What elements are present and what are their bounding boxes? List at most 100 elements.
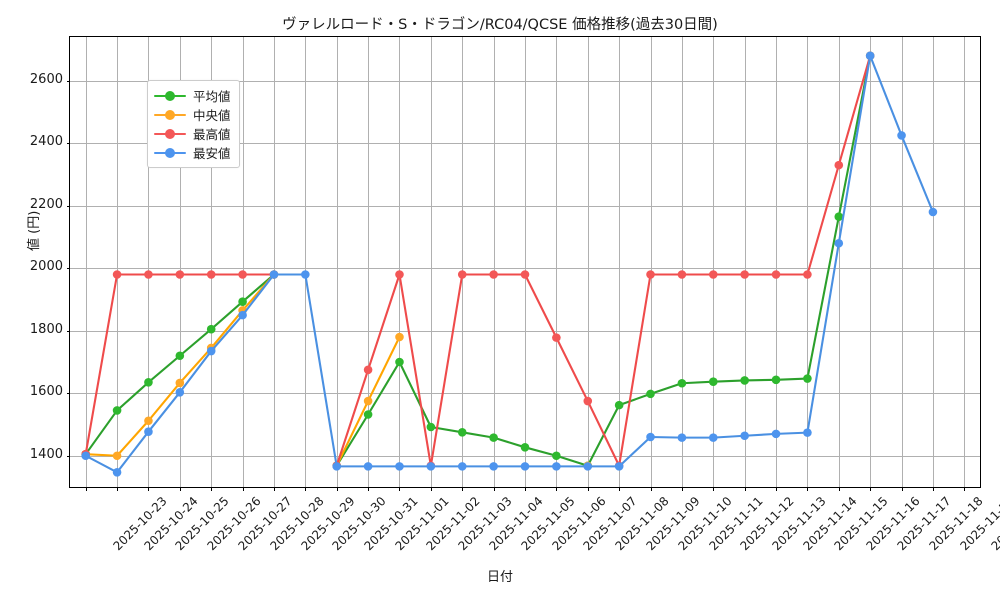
data-point: [457, 270, 467, 279]
data-point: [395, 357, 404, 367]
x-tick-mark: [776, 487, 778, 491]
gridline-vertical: [117, 37, 119, 487]
series-中央値: [81, 270, 593, 471]
x-tick-mark: [462, 487, 464, 491]
legend-label: 最高値: [193, 127, 231, 142]
x-axis-label: 日付: [486, 570, 513, 585]
data-point: [363, 462, 373, 471]
y-tick-mark: [66, 143, 70, 145]
data-point: [238, 297, 247, 306]
data-point: [112, 451, 122, 461]
data-point: [677, 270, 687, 279]
x-tick-mark: [713, 487, 715, 491]
data-point: [552, 333, 561, 342]
data-point: [677, 378, 687, 388]
data-point: [928, 207, 938, 217]
data-point: [395, 332, 404, 342]
data-point: [771, 375, 781, 385]
legend-item-1[interactable]: 中央値: [154, 105, 231, 124]
gridline-vertical: [273, 37, 275, 487]
x-tick-mark: [587, 487, 589, 491]
x-tick-mark: [650, 487, 652, 491]
y-tick-mark: [66, 455, 70, 457]
data-point: [708, 377, 718, 386]
chart-title: ヴァレルロード・S・ドラゴン/RC04/QCSE 価格推移(過去30日間): [282, 17, 718, 33]
data-point: [206, 346, 216, 356]
data-point: [81, 451, 90, 461]
x-tick-mark: [619, 487, 621, 491]
gridline-vertical: [556, 37, 558, 487]
data-point: [144, 427, 153, 436]
series-line: [335, 54, 872, 467]
data-point: [206, 324, 216, 334]
data-point: [708, 270, 718, 279]
gridline-vertical: [587, 37, 589, 487]
x-tick-mark: [85, 487, 87, 491]
series-layer: [81, 51, 938, 477]
legend-swatch-icon: [154, 146, 186, 160]
data-point: [363, 410, 373, 419]
gridline-vertical: [493, 37, 495, 487]
legend-item-0[interactable]: 平均値: [154, 86, 231, 105]
y-tick-label: 2400: [29, 134, 63, 150]
legend-label: 中央値: [193, 108, 231, 123]
x-tick-mark: [368, 487, 370, 491]
x-tick-mark: [336, 487, 338, 491]
data-point: [771, 429, 781, 439]
data-point: [646, 389, 655, 399]
x-tick-mark: [399, 487, 401, 491]
data-point: [646, 270, 655, 279]
y-tick-label: 2000: [29, 259, 63, 275]
data-point: [803, 374, 812, 383]
data-point: [489, 270, 498, 279]
x-tick-mark: [838, 487, 840, 491]
legend-item-3[interactable]: 最安値: [154, 143, 231, 162]
data-point: [238, 310, 247, 320]
data-point: [395, 270, 404, 279]
data-point: [144, 378, 153, 387]
x-tick-mark: [305, 487, 307, 491]
x-tick-mark: [901, 487, 903, 491]
data-point: [363, 365, 373, 375]
data-point: [332, 462, 342, 471]
gridline-vertical: [650, 37, 652, 487]
plot-inner: [70, 37, 980, 487]
legend-swatch-icon: [154, 108, 186, 122]
data-point: [520, 270, 530, 279]
data-point: [112, 406, 122, 415]
y-tick-label: 2600: [29, 71, 63, 87]
data-point: [803, 270, 812, 279]
data-point: [175, 351, 185, 361]
data-point: [112, 270, 122, 279]
data-point: [269, 270, 279, 279]
gridline-vertical: [807, 37, 809, 487]
gridline-vertical: [932, 37, 934, 487]
legend-label: 最安値: [193, 146, 231, 161]
plot-area: 1400 1600 1800 2000 2200 2400 2600 2025-10-23 2…: [27, 36, 1000, 553]
legend-label: 平均値: [193, 89, 231, 104]
legend-marker-icon: [165, 148, 175, 159]
gridline-vertical: [242, 37, 244, 487]
data-point: [144, 270, 153, 279]
x-tick-mark: [556, 487, 558, 491]
gridline-vertical: [399, 37, 401, 487]
gridline-vertical: [619, 37, 621, 487]
data-point: [614, 400, 624, 410]
data-point: [834, 160, 844, 170]
gridline-vertical: [525, 37, 526, 487]
data-point: [112, 468, 122, 477]
data-point: [520, 462, 530, 471]
x-tick-mark: [430, 487, 432, 491]
gridline-vertical: [430, 37, 432, 487]
legend-item-2[interactable]: 最高値: [154, 124, 231, 143]
gridline-vertical: [305, 37, 307, 487]
y-tick-mark: [66, 80, 70, 82]
y-axis-label: 値 (円): [27, 210, 42, 251]
gridline-vertical: [462, 37, 464, 487]
data-point: [803, 428, 812, 437]
gridline-vertical: [838, 37, 840, 487]
x-tick-mark: [211, 487, 213, 491]
data-point: [395, 462, 404, 471]
gridline-vertical: [776, 37, 778, 487]
series-line: [84, 54, 934, 474]
